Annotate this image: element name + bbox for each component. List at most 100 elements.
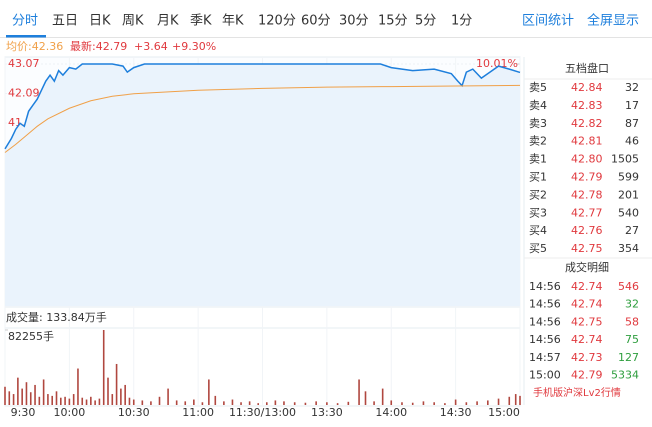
- volume-bar: [274, 400, 277, 405]
- volume-bar: [128, 397, 131, 405]
- trades-title: 成交明细: [565, 260, 609, 274]
- book-qty: 27: [625, 224, 639, 237]
- volume-bar: [12, 394, 15, 405]
- trade-price: 42.73: [571, 351, 603, 364]
- tab[interactable]: 1分: [451, 14, 472, 29]
- trade-price: 42.75: [571, 315, 603, 328]
- volume-bar: [364, 391, 367, 405]
- change-pct: +9.30%: [172, 40, 216, 53]
- volume-bar: [373, 401, 375, 405]
- volume-bar: [21, 388, 23, 405]
- volume-bar: [315, 401, 317, 405]
- tab[interactable]: 五日: [52, 14, 78, 29]
- volume-bar: [90, 396, 92, 405]
- volume-bar: [433, 402, 435, 405]
- trade-price: 42.79: [571, 369, 603, 382]
- tab[interactable]: 月K: [157, 14, 179, 29]
- book-price: 42.84: [571, 81, 603, 94]
- volume-bar: [25, 382, 28, 405]
- tab[interactable]: 周K: [122, 14, 144, 29]
- y-tick-label: 42.09: [8, 87, 40, 100]
- y2-tick-label: 10.01%: [476, 57, 518, 70]
- x-tick-label: 10:30: [118, 406, 150, 419]
- volume-bar: [59, 397, 62, 405]
- volume-bar: [150, 401, 152, 405]
- book-price: 42.81: [571, 135, 603, 148]
- volume-bar: [107, 377, 109, 405]
- volume-bar: [214, 395, 217, 405]
- order-book-title: 五档盘口: [565, 61, 609, 75]
- series-line: [4, 63, 521, 150]
- volume-bar: [124, 384, 126, 405]
- volume-bar: [98, 398, 101, 405]
- trade-time: 14:56: [529, 333, 561, 346]
- tab[interactable]: 季K: [190, 14, 212, 29]
- volume-bar: [422, 401, 425, 405]
- volume-bar: [29, 392, 32, 405]
- volume-bar: [193, 399, 195, 405]
- tab[interactable]: 120分: [258, 14, 296, 29]
- tab-right[interactable]: 全屏显示: [587, 13, 639, 29]
- volume-bar: [358, 379, 360, 405]
- volume-bar: [514, 394, 517, 405]
- volume-bar: [248, 401, 251, 405]
- book-price: 42.78: [571, 188, 603, 201]
- volume-bar: [85, 399, 88, 405]
- x-tick-label: 11:00: [182, 406, 214, 419]
- volume-bar: [336, 403, 339, 405]
- volume-bar: [8, 391, 11, 405]
- volume-bar: [77, 368, 79, 405]
- book-label: 卖5: [529, 81, 547, 94]
- tab[interactable]: 15分: [378, 14, 408, 29]
- book-label: 买5: [529, 242, 547, 255]
- x-tick-label: 13:30: [311, 406, 343, 419]
- trade-price: 42.74: [571, 333, 603, 346]
- volume-bar: [17, 377, 19, 405]
- trade-qty: 127: [618, 351, 639, 364]
- volume-bar: [141, 400, 144, 405]
- book-price: 42.75: [571, 242, 603, 255]
- x-tick-label: 14:30: [440, 406, 472, 419]
- book-label: 买1: [529, 171, 547, 184]
- volume-bar: [326, 402, 328, 405]
- book-qty: 17: [625, 99, 639, 112]
- trade-qty: 5334: [611, 369, 639, 382]
- book-qty: 201: [618, 188, 639, 201]
- tab[interactable]: 60分: [301, 14, 331, 29]
- tab[interactable]: 5分: [415, 14, 436, 29]
- volume-bar: [347, 401, 350, 405]
- book-label: 买4: [529, 224, 547, 237]
- tab[interactable]: 分时: [12, 14, 38, 29]
- volume-bar: [454, 399, 457, 405]
- x-tick-label: 10:00: [54, 406, 86, 419]
- volume-bar: [34, 384, 36, 405]
- tab[interactable]: 年K: [222, 14, 244, 29]
- last-price: 最新:42.79: [70, 39, 127, 53]
- volume-bar: [519, 395, 521, 405]
- volume-tick-label: 82255手: [8, 329, 54, 343]
- volume-bar: [64, 396, 66, 405]
- trade-price: 42.74: [571, 280, 603, 293]
- tab[interactable]: 30分: [339, 14, 369, 29]
- volume-bar: [304, 402, 307, 405]
- tab[interactable]: 日K: [89, 14, 111, 29]
- trade-price: 42.74: [571, 298, 603, 311]
- volume-bar: [132, 399, 135, 405]
- volume-bar: [115, 363, 118, 405]
- tab-right[interactable]: 区间统计: [522, 14, 574, 29]
- book-qty: 1505: [611, 153, 639, 166]
- volume-bar: [55, 391, 58, 405]
- book-label: 卖3: [529, 117, 547, 130]
- volume-bar: [42, 379, 45, 405]
- book-qty: 46: [625, 135, 639, 148]
- change: +3.64: [134, 40, 168, 53]
- volume-bar: [465, 402, 468, 405]
- volume-bar: [231, 399, 234, 405]
- volume-bar: [265, 402, 268, 405]
- volume-bar: [184, 401, 187, 405]
- volume-bar: [257, 403, 260, 405]
- series-line: [4, 84, 521, 153]
- book-label: 买2: [529, 188, 547, 201]
- volume-bar: [167, 388, 169, 405]
- footer-link[interactable]: 手机版沪深Lv2行情: [533, 386, 621, 399]
